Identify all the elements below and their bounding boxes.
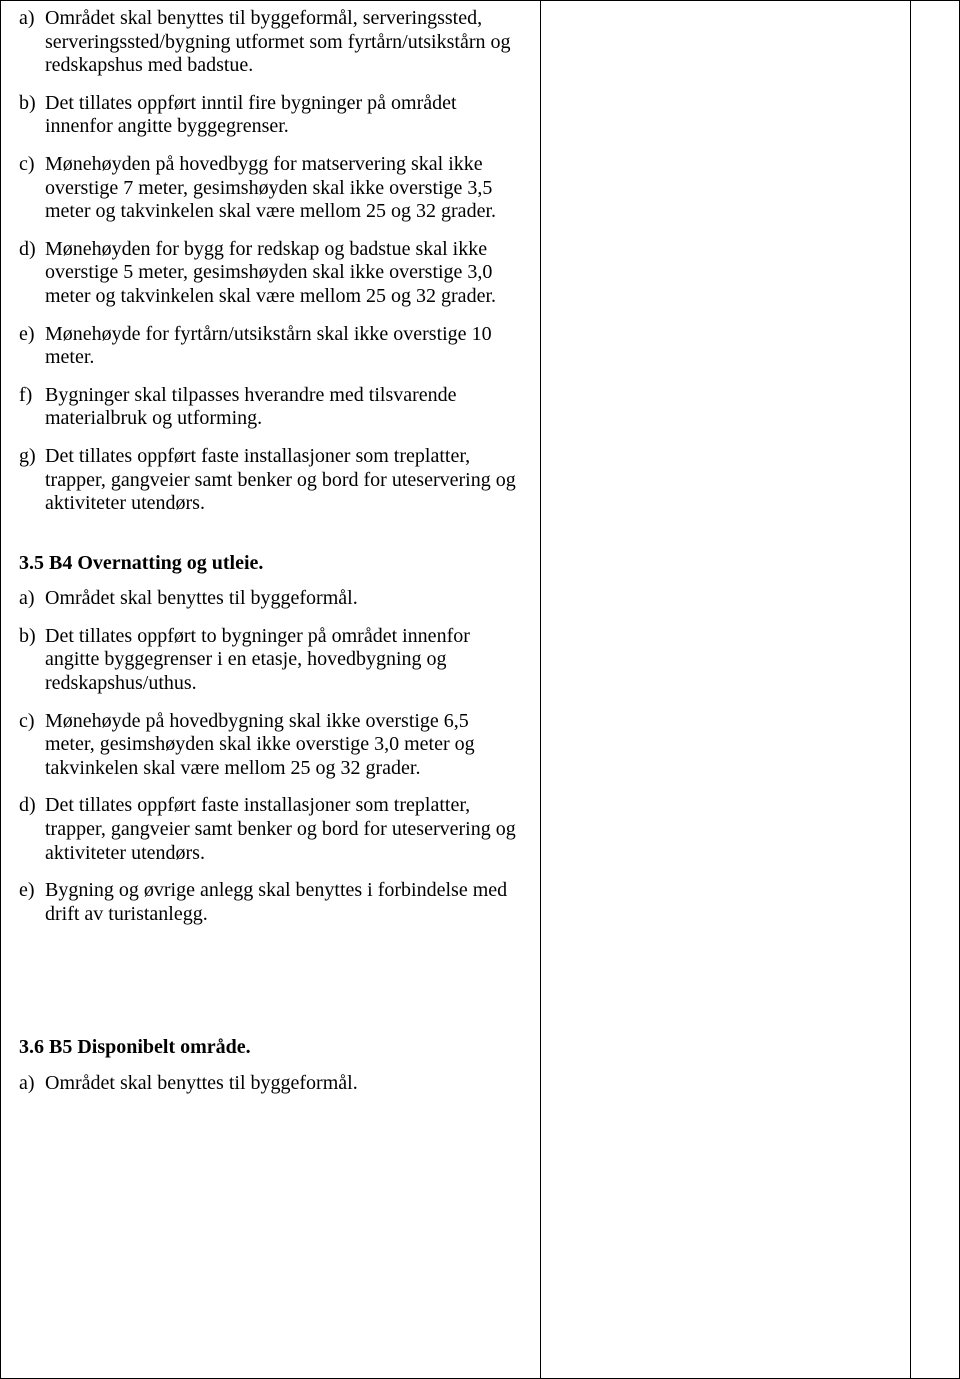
list-item: c) Mønehøyde på hovedbygning skal ikke o… (19, 710, 522, 781)
list-item: b) Det tillates oppført inntil fire bygn… (19, 92, 522, 139)
list-item: a) Området skal benyttes til byggeformål… (19, 587, 522, 611)
list-item: f) Bygninger skal tilpasses hverandre me… (19, 384, 522, 431)
list-text: Området skal benyttes til byggeformål. (45, 587, 522, 611)
list-marker: e) (19, 323, 45, 370)
list-item: b) Det tillates oppført to bygninger på … (19, 625, 522, 696)
list-text: Området skal benyttes til byggeformål. (45, 1072, 522, 1096)
list-text: Bygning og øvrige anlegg skal benyttes i… (45, 879, 522, 926)
list-text: Området skal benyttes til byggeformål, s… (45, 7, 522, 78)
list-text: Det tillates oppført faste installasjone… (45, 445, 522, 516)
list-item: e) Bygning og øvrige anlegg skal benytte… (19, 879, 522, 926)
list-text: Det tillates oppført to bygninger på omr… (45, 625, 522, 696)
list-marker: g) (19, 445, 45, 516)
section-heading: 3.5 B4 Overnatting og utleie. (19, 552, 522, 576)
list-marker: a) (19, 587, 45, 611)
list-item: g) Det tillates oppført faste installasj… (19, 445, 522, 516)
list-item: e) Mønehøyde for fyrtårn/utsikstårn skal… (19, 323, 522, 370)
left-column: a) Området skal benyttes til byggeformål… (1, 1, 541, 1378)
list-text: Det tillates oppført faste installasjone… (45, 794, 522, 865)
list-item: a) Området skal benyttes til byggeformål… (19, 1072, 522, 1096)
section-heading: 3.6 B5 Disponibelt område. (19, 1036, 522, 1060)
list-marker: b) (19, 92, 45, 139)
list-marker: e) (19, 879, 45, 926)
list-text: Mønehøyden på hovedbygg for matservering… (45, 153, 522, 224)
list-item: d) Mønehøyden for bygg for redskap og ba… (19, 238, 522, 309)
right-column (911, 1, 959, 1378)
middle-column (541, 1, 911, 1378)
list-marker: a) (19, 7, 45, 78)
list-marker: a) (19, 1072, 45, 1096)
list-marker: b) (19, 625, 45, 696)
list-marker: d) (19, 794, 45, 865)
list-text: Mønehøyden for bygg for redskap og badst… (45, 238, 522, 309)
list-marker: c) (19, 710, 45, 781)
list-item: a) Området skal benyttes til byggeformål… (19, 7, 522, 78)
list-marker: f) (19, 384, 45, 431)
list-text: Mønehøyde for fyrtårn/utsikstårn skal ik… (45, 323, 522, 370)
list-item: c) Mønehøyden på hovedbygg for matserver… (19, 153, 522, 224)
list-text: Mønehøyde på hovedbygning skal ikke over… (45, 710, 522, 781)
list-marker: d) (19, 238, 45, 309)
list-text: Bygninger skal tilpasses hverandre med t… (45, 384, 522, 431)
list-marker: c) (19, 153, 45, 224)
list-item: d) Det tillates oppført faste installasj… (19, 794, 522, 865)
page-table: a) Området skal benyttes til byggeformål… (0, 0, 960, 1379)
list-text: Det tillates oppført inntil fire bygning… (45, 92, 522, 139)
